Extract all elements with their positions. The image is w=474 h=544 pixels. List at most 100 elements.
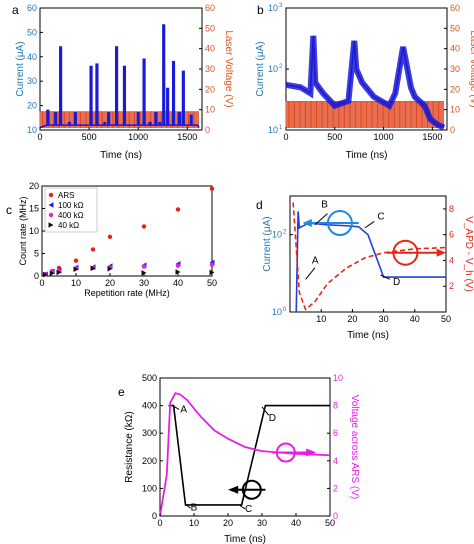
panel-c-point xyxy=(90,247,96,252)
panel-b-x-tick-label: 1000 xyxy=(374,132,394,142)
panel-e-y-label: Resistance (kΩ) xyxy=(124,411,135,482)
panel-c-x-tick-label: 20 xyxy=(105,278,115,288)
panel-c-point xyxy=(209,186,215,191)
panel-c-point xyxy=(209,262,215,267)
panel-c-legend-label: 40 kΩ xyxy=(58,221,79,230)
panel-c-point xyxy=(175,263,181,268)
panel-e-annotation-line xyxy=(239,505,246,510)
panel-e-y2-tick-label: 4 xyxy=(333,456,338,466)
panel-c-legend xyxy=(44,187,98,233)
panel-d-y2-tick-label: 4 xyxy=(449,255,454,265)
panel-d-y-tick-label: 10 xyxy=(272,307,282,317)
panel-c-legend-marker xyxy=(48,202,54,208)
panel-label-d: d xyxy=(256,198,263,212)
panel-a-x-tick-label: 0 xyxy=(37,132,42,142)
panel-c-legend-marker xyxy=(48,222,54,228)
panel-b-y-tick-exponent: 3 xyxy=(279,3,283,9)
panel-e-x-tick-label: 20 xyxy=(223,518,233,528)
panel-d-current-arrowhead xyxy=(302,219,312,228)
panel-a-y2-tick-label: 10 xyxy=(205,105,215,115)
panel-d-y2-label: V_APD - V_h (V) xyxy=(463,216,474,292)
panel-b-laser-series xyxy=(285,101,444,128)
panel-c-legend-marker xyxy=(48,192,54,198)
panel-e-y-tick-label: 200 xyxy=(142,456,157,466)
panel-e-x-tick-label: 40 xyxy=(291,518,301,528)
panel-d-y2-tick-label: 6 xyxy=(449,230,454,240)
panel-b-y-tick-label: 10 xyxy=(268,64,278,74)
panel-c-legend-label: 100 kΩ xyxy=(58,201,84,210)
panel-c-y-tick-label: 10 xyxy=(29,226,39,236)
panel-d-x-label: Time (ns) xyxy=(347,330,389,341)
panel-a-y-tick-label: 20 xyxy=(27,101,37,111)
panel-a-y-tick-label: 50 xyxy=(27,27,37,37)
panel-e-x-label: Time (ns) xyxy=(224,534,266,544)
panel-label-c: c xyxy=(6,203,12,217)
panel-b-y2-tick-label: 40 xyxy=(450,44,460,54)
panel-e-y-tick-label: 400 xyxy=(142,401,157,411)
panel-c-y-label: Count rate (MHz) xyxy=(18,196,28,265)
panel-c-x-tick-label: 0 xyxy=(39,278,44,288)
panel-e-annotation-line xyxy=(173,405,180,410)
panel-e-y-tick-label: 300 xyxy=(142,428,157,438)
panel-a-y2-tick-label: 50 xyxy=(205,23,215,33)
panel-c-legend-label: ARS xyxy=(58,191,74,200)
panel-a-x-tick-label: 1000 xyxy=(128,132,148,142)
panel-e-y2-tick-label: 2 xyxy=(333,483,338,493)
panel-e-x-tick-label: 30 xyxy=(257,518,267,528)
panel-d-y-tick-exponent: 0 xyxy=(283,307,287,313)
panel-a-y2-tick-label: 0 xyxy=(205,125,210,135)
panel-a-x-label: Time (ns) xyxy=(100,150,142,161)
panel-c-x-tick-label: 40 xyxy=(173,278,183,288)
panel-a-current-series xyxy=(39,24,200,129)
panel-d-annotation-line xyxy=(364,221,375,229)
panel-e-y2-tick-label: 8 xyxy=(333,401,338,411)
panel-c-y-tick-label: 0 xyxy=(34,271,39,281)
panel-d-annotation: A xyxy=(312,255,319,266)
panel-c-point xyxy=(175,269,181,275)
panel-c-point xyxy=(175,207,181,212)
panel-c-point xyxy=(56,269,62,276)
panel-b-y-tick-exponent: 1 xyxy=(279,125,283,131)
panel-c-point xyxy=(90,265,96,272)
panel-c-y-tick-label: 5 xyxy=(34,249,39,259)
panel-c-point xyxy=(107,234,113,240)
panel-d-current-series xyxy=(295,211,446,313)
panel-a-y2-tick-label: 40 xyxy=(205,44,215,54)
panel-c-x-tick-label: 30 xyxy=(139,278,149,288)
panel-b-y2-label: Laser Voltage (V) xyxy=(468,30,474,107)
panel-d-y-tick-label: 10 xyxy=(272,230,282,240)
panel-b-y2-tick-label: 10 xyxy=(450,105,460,115)
panel-e-y2-label: Voltage across ARS (V) xyxy=(349,395,360,500)
panel-e-y2-tick-label: 6 xyxy=(333,428,338,438)
panel-b-x-tick-label: 1500 xyxy=(422,132,442,142)
panel-d-x-tick-label: 40 xyxy=(410,314,420,324)
panel-c-x-tick-label: 10 xyxy=(71,278,81,288)
panel-c-point xyxy=(209,269,215,276)
panel-b-y-label: Current (μA) xyxy=(255,41,266,96)
panel-d-x-tick-label: 30 xyxy=(379,314,389,324)
panel-b-y-tick-label: 10 xyxy=(268,125,278,135)
panel-d-annotation-line xyxy=(314,213,328,226)
panel-c-point xyxy=(141,270,147,276)
panel-c-x-label: Repetition rate (MHz) xyxy=(84,288,170,298)
panel-label-b: b xyxy=(257,3,264,17)
panel-e-annotation: C xyxy=(245,504,252,515)
panel-b-x-tick-label: 0 xyxy=(283,132,288,142)
panel-c-point xyxy=(73,266,79,273)
panel-d-annotation-line xyxy=(305,267,316,280)
panel-b-x-tick-label: 500 xyxy=(327,132,342,142)
panel-a-y2-tick-label: 60 xyxy=(205,3,215,13)
panel-b-current-series xyxy=(285,35,445,129)
panel-a-y-label: Current (μA) xyxy=(15,41,26,96)
panel-a-y-tick-label: 30 xyxy=(27,76,37,86)
panel-a-y2-tick-label: 30 xyxy=(205,64,215,74)
panel-b-y2-tick-label: 0 xyxy=(450,125,455,135)
panel-e-y2-tick-label: 10 xyxy=(333,373,343,383)
panel-b-y2-tick-label: 20 xyxy=(450,84,460,94)
panel-b-y2-tick-label: 50 xyxy=(450,23,460,33)
panel-a-y2-label: Laser Voltage (V) xyxy=(223,30,234,107)
panel-d-y-tick-exponent: 2 xyxy=(283,230,287,236)
panel-d-y-label: Current (μA) xyxy=(262,216,273,271)
panel-a-x-tick-label: 500 xyxy=(82,132,97,142)
panel-e-voltage-series xyxy=(159,392,331,517)
